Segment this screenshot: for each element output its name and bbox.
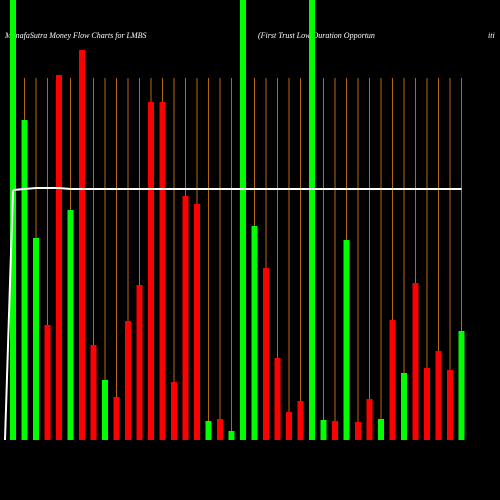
bar — [240, 0, 246, 440]
bar — [148, 102, 154, 440]
bar — [447, 370, 453, 440]
bar — [113, 397, 120, 440]
bar — [378, 419, 384, 440]
bar — [56, 75, 62, 440]
bar — [424, 368, 430, 440]
bar — [182, 196, 189, 440]
bar — [44, 325, 51, 440]
bar — [90, 345, 97, 440]
bar — [320, 420, 327, 440]
bar — [79, 50, 85, 440]
bar — [217, 419, 223, 440]
flow-line — [12, 187, 462, 191]
bar — [136, 285, 143, 440]
bar — [435, 351, 442, 440]
chart-subtitle: (First Trust Low Duration Opportun — [258, 31, 375, 40]
bar — [297, 401, 304, 440]
bar — [366, 399, 373, 440]
bar — [171, 382, 177, 440]
bar — [125, 321, 131, 440]
bar — [67, 210, 74, 440]
chart-subtitle-tail: iti — [488, 31, 495, 40]
bar — [205, 421, 212, 440]
bar — [159, 102, 166, 440]
bar — [33, 238, 39, 440]
bar — [401, 373, 407, 440]
bar — [228, 431, 235, 440]
bar — [412, 283, 419, 440]
bar — [458, 331, 465, 440]
flow-line-start — [4, 189, 14, 441]
bar — [21, 120, 28, 440]
bar — [332, 421, 338, 440]
bar — [286, 412, 292, 440]
bar — [102, 380, 108, 440]
bar — [194, 204, 200, 440]
bar — [274, 358, 281, 440]
bar — [343, 240, 350, 440]
bar — [309, 0, 315, 440]
bar — [251, 226, 258, 440]
bar — [263, 268, 269, 440]
bar — [389, 320, 396, 440]
chart-title: MunafaSutra Money Flow Charts for LMBS — [4, 31, 147, 40]
bar — [355, 422, 361, 440]
